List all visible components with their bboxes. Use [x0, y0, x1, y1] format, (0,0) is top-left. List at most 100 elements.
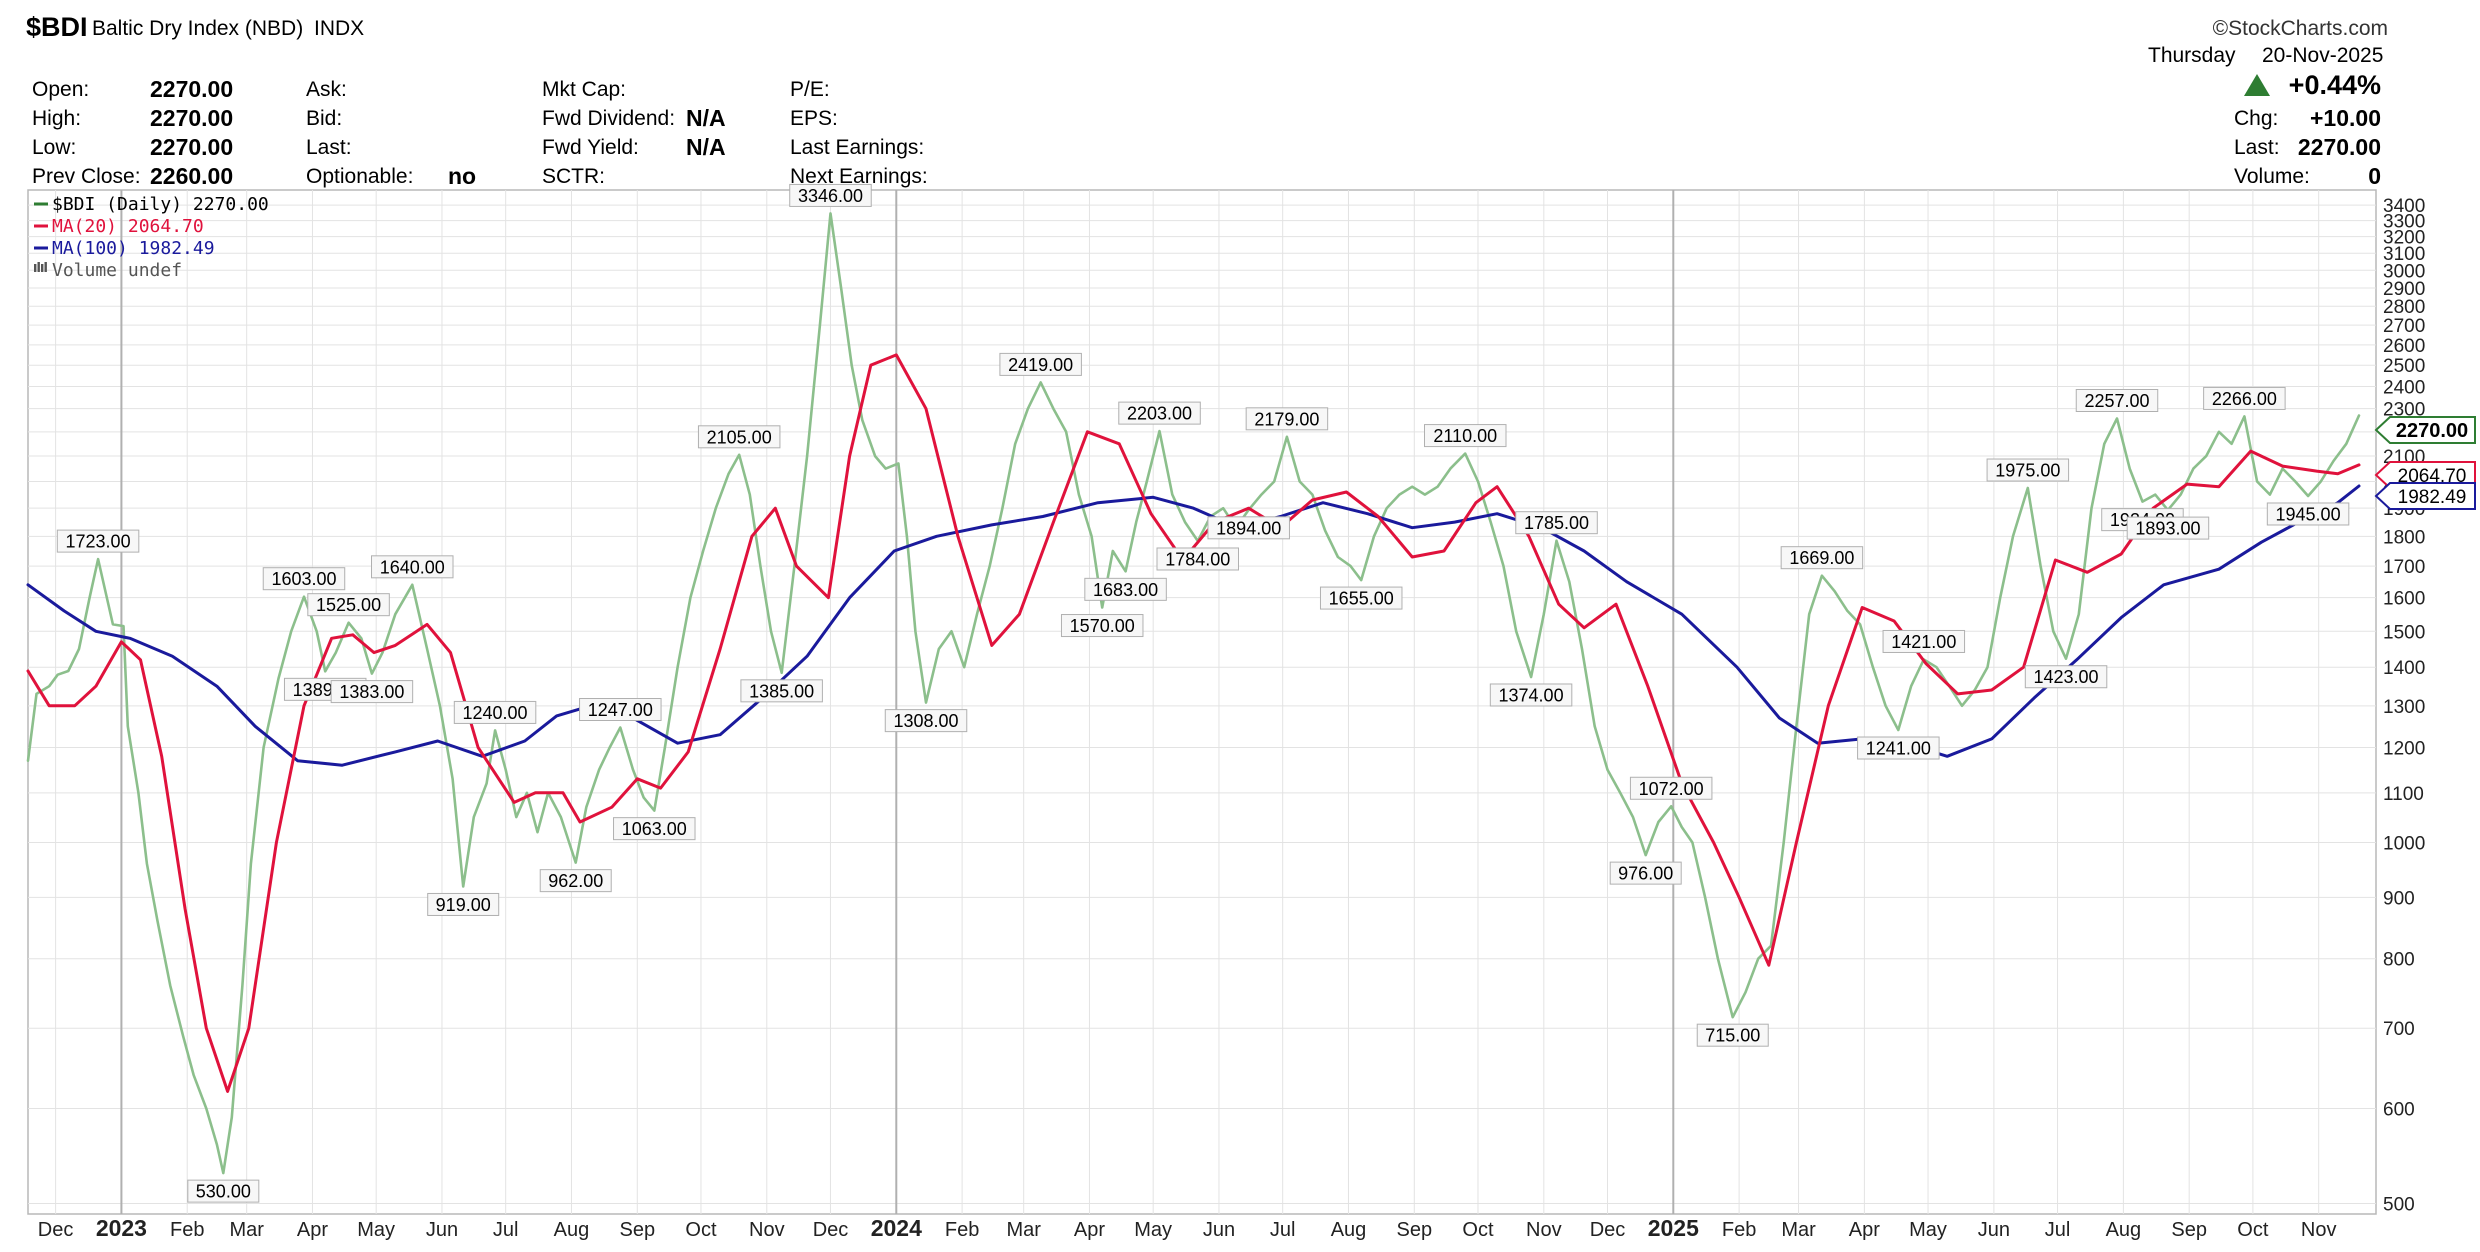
last-price-label: Last:: [2234, 136, 2280, 159]
y-tick-label: 3200: [2383, 228, 2425, 249]
volume-bars-icon: [44, 262, 47, 272]
low-value: 2270.00: [150, 134, 234, 160]
data-label-box: [740, 679, 823, 703]
data-label-box: [307, 593, 390, 617]
x-tick-label: Mar: [1006, 1219, 1041, 1241]
x-tick-label: 2025: [1648, 1215, 1699, 1241]
data-label: 2257.00: [2084, 391, 2149, 411]
data-label: 1383.00: [339, 682, 404, 702]
x-tick-label: Aug: [2106, 1219, 2142, 1241]
x-tick-label: Jun: [1978, 1219, 2010, 1241]
data-label: 1421.00: [1891, 632, 1956, 652]
plot-frame: [27, 189, 2377, 1215]
fwd-yield-value: N/A: [686, 134, 726, 160]
data-label: 1374.00: [1499, 685, 1564, 705]
x-tick-label: Mar: [229, 1219, 264, 1241]
x-tick-label: Jul: [493, 1219, 519, 1241]
data-label: 1247.00: [588, 700, 653, 720]
chg-value: +10.00: [2310, 105, 2381, 131]
x-tick-label: Jul: [2045, 1219, 2071, 1241]
x-tick-label: Sep: [619, 1219, 655, 1241]
legend-entry: $BDI (Daily) 2270.00: [52, 194, 269, 215]
optionable-value: no: [448, 163, 477, 189]
data-label-box: [1609, 861, 1682, 885]
last-value-tag: [2374, 482, 2476, 510]
data-label: 1525.00: [316, 595, 381, 615]
volume-bars-icon: [34, 264, 37, 272]
data-label: 1063.00: [622, 819, 687, 839]
y-tick-label: 3400: [2383, 196, 2425, 217]
volume-value: 0: [2368, 163, 2381, 189]
brand-logo[interactable]: ©StockCharts.com: [2212, 17, 2388, 40]
data-label: 1975.00: [1995, 461, 2060, 481]
y-tick-label: 1200: [2383, 739, 2425, 760]
bid-label: Bid:: [306, 107, 343, 130]
data-label: 1308.00: [893, 711, 958, 731]
data-label: 1423.00: [2034, 667, 2099, 687]
data-label-box: [789, 183, 872, 207]
eps-label: EPS:: [790, 107, 838, 130]
data-label-box: [1515, 511, 1598, 535]
last-label: Last:: [306, 136, 352, 159]
data-label: 1603.00: [271, 569, 336, 589]
data-label-box: [1780, 546, 1864, 570]
data-label: 1241.00: [1866, 739, 1931, 759]
x-tick-label: Feb: [1722, 1219, 1756, 1241]
data-label-box: [427, 892, 500, 916]
data-label: 2105.00: [707, 427, 772, 447]
x-tick-label: Jul: [1270, 1219, 1296, 1241]
x-tick-label: Apr: [297, 1219, 328, 1241]
y-tick-label: 2300: [2383, 400, 2425, 421]
data-label-box: [262, 567, 346, 591]
fwd-yield-label: Fwd Yield:: [542, 136, 639, 159]
data-label-box: [2203, 386, 2286, 410]
data-label: 1784.00: [1165, 549, 1230, 569]
data-label: 1570.00: [1070, 616, 1135, 636]
change-percent: +0.44%: [2288, 70, 2381, 100]
data-label-box: [453, 700, 537, 724]
volume-bars-icon: [37, 262, 40, 272]
data-label-box: [1156, 547, 1240, 571]
prev-close-label: Prev Close:: [32, 165, 141, 188]
y-tick-label: 2800: [2383, 297, 2425, 318]
data-label: 1640.00: [380, 557, 445, 577]
data-label: 962.00: [548, 871, 603, 891]
x-tick-label: Jun: [426, 1219, 458, 1241]
data-label: 2266.00: [2212, 389, 2277, 409]
y-tick-label: 2900: [2383, 279, 2425, 300]
quote-date: 20-Nov-2025: [2262, 44, 2384, 67]
x-tick-label: Nov: [2301, 1219, 2337, 1241]
y-tick-label: 3000: [2383, 261, 2425, 282]
chg-label: Chg:: [2234, 107, 2279, 130]
last-value-tag-text: 2064.70: [2398, 466, 2467, 487]
x-tick-label: Nov: [749, 1219, 785, 1241]
data-label: 1894.00: [1216, 518, 1281, 538]
data-label-box: [1207, 516, 1290, 540]
data-label-box: [1857, 736, 1940, 760]
data-label: 1723.00: [66, 532, 131, 552]
x-tick-label: Dec: [813, 1219, 849, 1241]
x-tick-label: Oct: [2237, 1219, 2269, 1241]
y-tick-label: 800: [2383, 950, 2415, 971]
x-tick-label: Sep: [1396, 1219, 1432, 1241]
y-tick-label: 500: [2383, 1194, 2415, 1215]
data-label-box: [1696, 1023, 1769, 1047]
low-label: Low:: [32, 136, 77, 159]
data-label: 1072.00: [1639, 779, 1704, 799]
series-line-ma-100: [26, 484, 2361, 767]
y-tick-label: 3300: [2383, 212, 2425, 233]
x-tick-label: Feb: [170, 1219, 204, 1241]
y-tick-label: 2400: [2383, 378, 2425, 399]
y-tick-label: 3100: [2383, 244, 2425, 265]
data-label-box: [1084, 577, 1167, 601]
data-label-box: [330, 680, 414, 704]
data-label-box: [1882, 629, 1966, 653]
data-label-box: [2266, 502, 2350, 526]
data-label-box: [2126, 516, 2210, 540]
last-value-tag: [2374, 416, 2476, 444]
x-tick-label: Nov: [1526, 1219, 1562, 1241]
y-tick-label: 1800: [2383, 527, 2425, 548]
x-tick-label: Aug: [554, 1219, 590, 1241]
quote-day: Thursday: [2148, 44, 2236, 67]
